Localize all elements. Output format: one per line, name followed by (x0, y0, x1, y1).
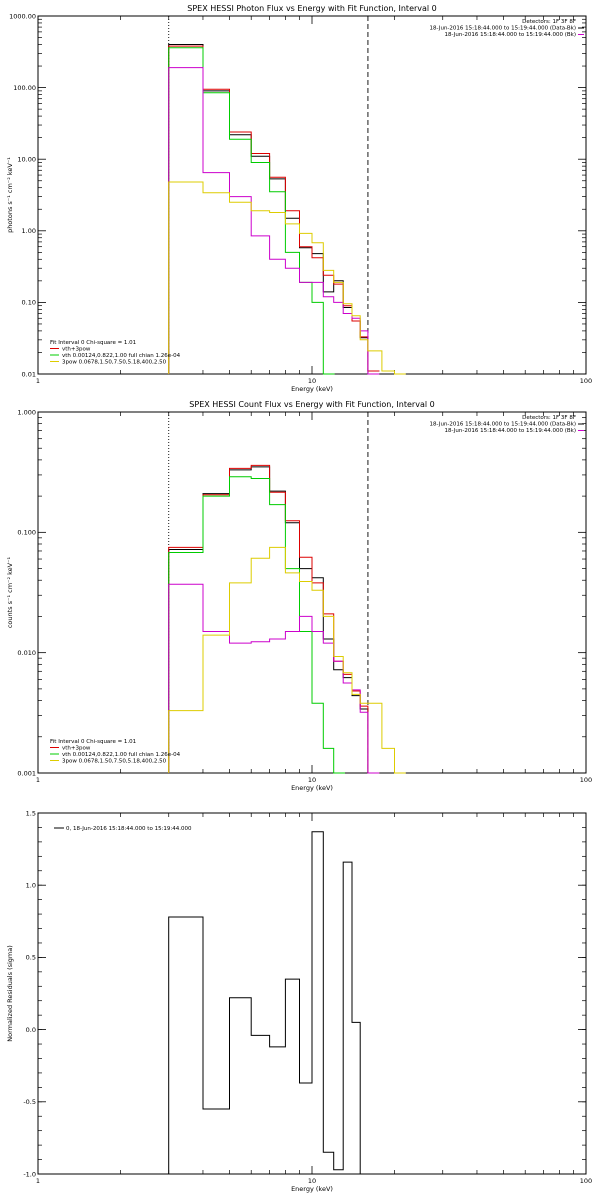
series-data (168, 44, 380, 374)
x-tick-label: 100 (580, 1177, 592, 1185)
legend-entry: vth 0.00124,0.822,1.00 full chian 1.26e-… (62, 752, 181, 758)
y-tick-label: 0.0 (26, 1026, 36, 1034)
y-tick-label: 0.100 (17, 529, 36, 537)
y-tick-label: 1.0 (26, 882, 36, 890)
x-tick-label: 100 (580, 776, 592, 784)
y-tick-label: 1000.00 (9, 12, 36, 20)
y-tick-label: 1.5 (26, 809, 36, 817)
legend-entry: 3pow 0.0678,1.50,7.50,5.18,400,2.50 (62, 360, 167, 366)
plot-frame (37, 15, 587, 375)
y-tick-label: 0.010 (17, 649, 36, 657)
y-tick-label: -0.5 (23, 1098, 36, 1106)
y-tick-label: -1.0 (23, 1170, 36, 1178)
y-tick-label: 100.00 (13, 84, 36, 92)
y-tick-label: 0.01 (22, 370, 36, 378)
legend-header: Fit Interval 0 Chi-square = 1.01 (50, 739, 136, 745)
chart-title: SPEX HESSI Count Flux vs Energy with Fit… (189, 400, 434, 409)
y-tick-label: 0.001 (17, 769, 36, 777)
info-line: 18-Jun-2016 15:18:44.000 to 15:19:44.000… (444, 32, 576, 38)
y-tick-label: 10.00 (17, 156, 36, 164)
plot-residuals: 1 10 100 Energy (keV) -1.0 -0.5 0.0 0.5 1.0 1.5 No… (6, 809, 592, 1193)
plot-frame (37, 411, 587, 774)
legend-entry: 0, 18-Jun-2016 15:18:44.000 to 15:19:44.… (66, 826, 192, 832)
y-axis-label: photons s⁻¹ cm⁻² keV⁻¹ (6, 157, 14, 233)
x-tick-label: 1 (36, 776, 40, 784)
info-line: Detectors: 1F 3F 8F (522, 415, 576, 421)
info-line: 18-Jun-2016 15:18:44.000 to 15:19:44.000… (444, 428, 576, 434)
chart-title: SPEX HESSI Photon Flux vs Energy with Fi… (187, 4, 437, 13)
y-axis-label: Normalized Residuals (sigma) (6, 945, 14, 1042)
x-axis-label: Energy (keV) (291, 784, 333, 792)
series-3pow (168, 546, 406, 774)
series-residual (168, 831, 361, 1174)
legend-entry: vth+3pow (62, 746, 91, 752)
info-line: 18-Jun-2016 15:18:44.000 to 15:19:44.000… (430, 26, 576, 32)
series-fit (168, 45, 380, 374)
y-tick-label: 0.10 (22, 299, 36, 307)
x-tick-label: 10 (308, 776, 316, 784)
x-axis-label: Energy (keV) (291, 1185, 333, 1193)
series-background (168, 67, 380, 375)
info-line: 18-Jun-2016 15:18:44.000 to 15:19:44.000… (430, 422, 576, 428)
series-3pow (168, 181, 406, 375)
series-background (168, 583, 380, 774)
y-tick-label: 1.00 (22, 227, 36, 235)
x-axis-label: Energy (keV) (291, 385, 333, 393)
plot-photon: SPEX HESSI Photon Flux vs Energy with Fi… (6, 4, 592, 393)
series-vth (168, 476, 345, 774)
legend-entry: 3pow 0.0678,1.50,7.50,5.18,400,2.50 (62, 759, 167, 765)
legend-entry: vth+3pow (62, 347, 91, 353)
x-tick-label: 1 (36, 1177, 40, 1185)
x-tick-label: 10 (308, 377, 316, 385)
series-fit (168, 464, 380, 774)
x-tick-label: 10 (308, 1177, 316, 1185)
legend-entry: vth 0.00124,0.822,1.00 full chian 1.26e-… (62, 353, 181, 359)
legend-header: Fit Interval 0 Chi-square = 1.01 (50, 340, 136, 346)
series-data (168, 466, 380, 774)
y-axis-label: counts s⁻¹ cm⁻² keV⁻¹ (6, 556, 14, 628)
y-tick-label: 1.000 (17, 408, 36, 416)
info-line: Detectors: 1F 3F 8F (522, 19, 576, 25)
x-tick-label: 1 (36, 377, 40, 385)
x-tick-label: 100 (580, 377, 592, 385)
plot-count: SPEX HESSI Count Flux vs Energy with Fit… (6, 400, 592, 792)
y-tick-label: 0.5 (26, 954, 36, 962)
